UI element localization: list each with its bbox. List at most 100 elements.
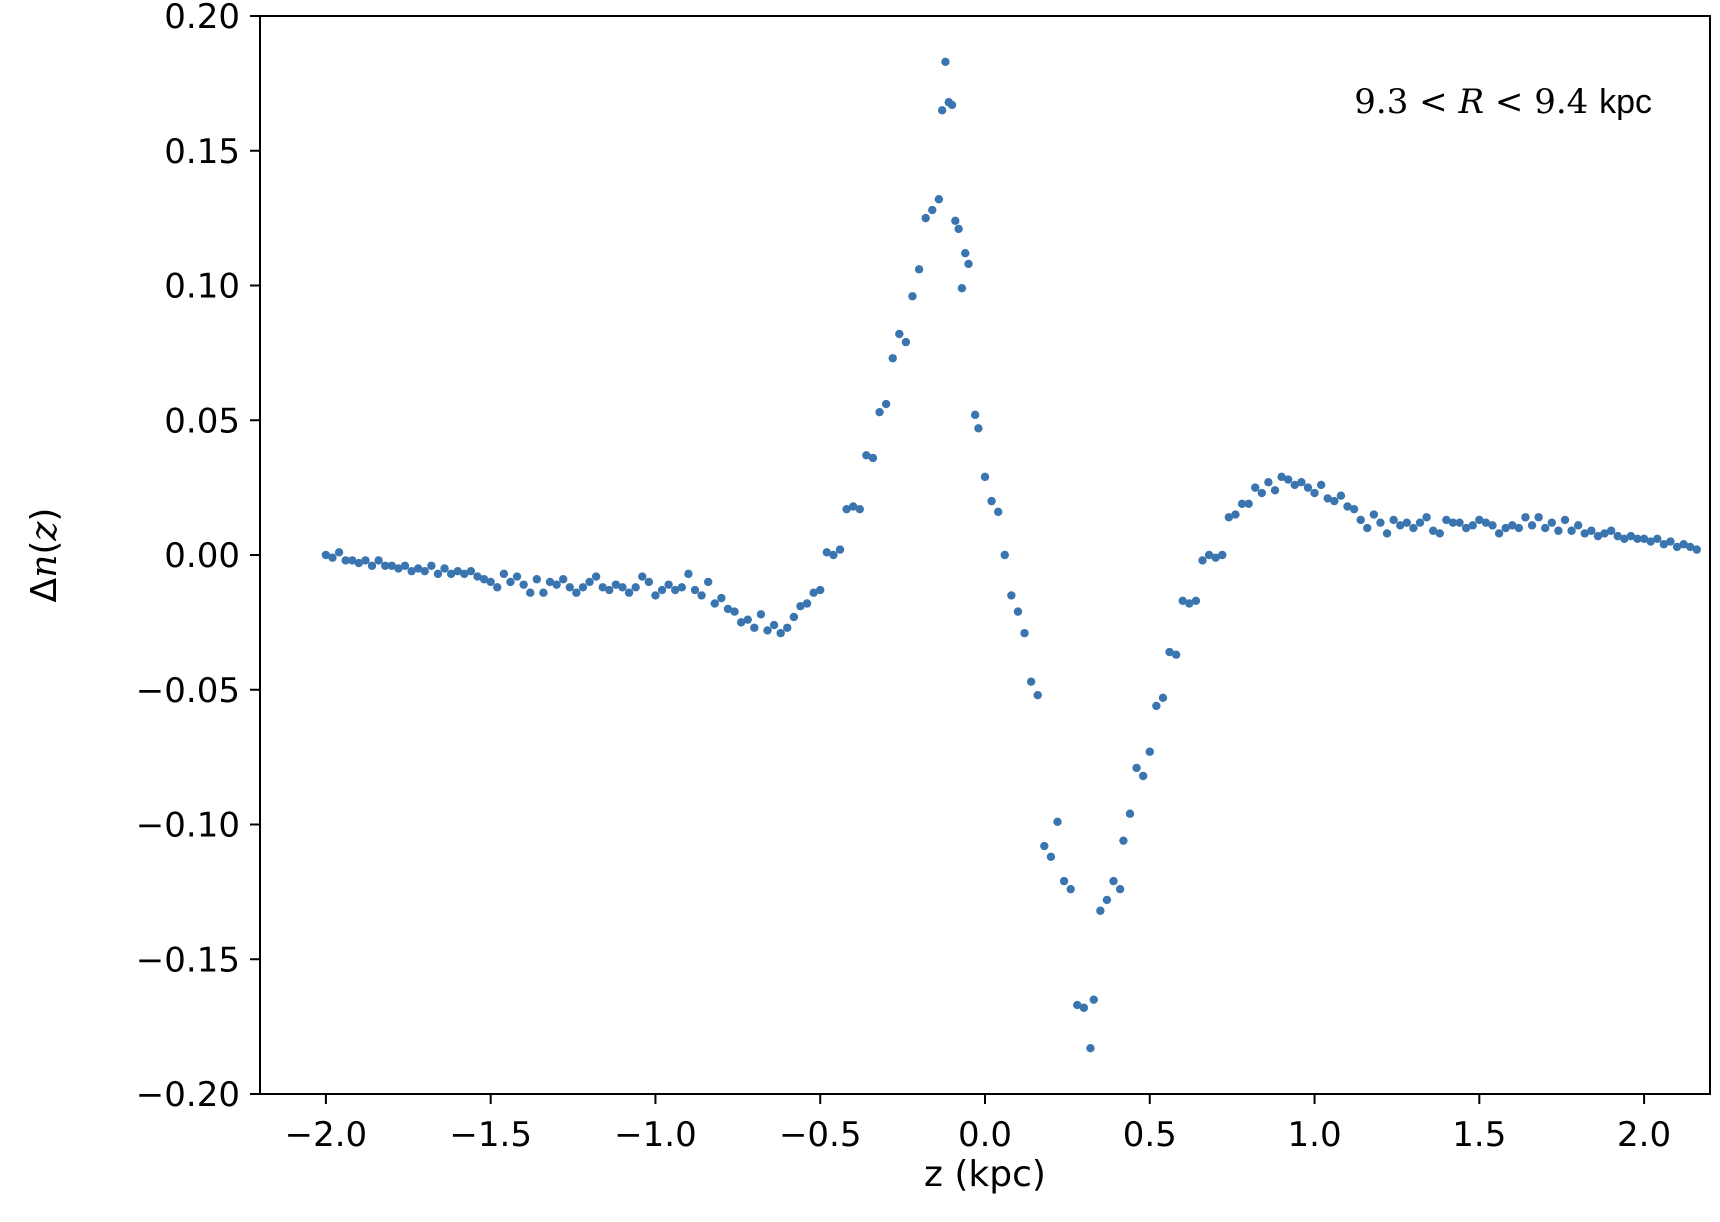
data-point [1132,763,1141,773]
data-point [1185,599,1194,608]
data-point [1270,486,1280,495]
y-axis-label-open: ( [24,541,65,555]
data-point [1541,523,1550,533]
data-point [1620,534,1629,544]
data-point [506,577,515,587]
y-axis-label-z: z [24,521,65,542]
data-point [387,561,397,570]
data-point [908,292,917,301]
data-point [367,561,377,570]
data-point [671,585,680,595]
data-point [1514,523,1524,533]
data-point [578,583,588,592]
annotation-lt2: < [1495,82,1524,122]
data-point [1521,513,1530,522]
data-point [934,195,944,204]
data-point [400,561,410,570]
data-point [1115,884,1125,894]
data-point [1494,529,1504,538]
data-point [1600,529,1609,538]
data-point [921,213,930,223]
data-point [1679,540,1688,549]
data-point [1428,526,1438,535]
data-point [993,507,1003,517]
y-axis-label-n: n [24,555,65,578]
data-point [1026,677,1036,686]
data-point [1171,650,1181,659]
data-point [1349,504,1359,514]
data-point [937,106,947,115]
data-point [1158,693,1168,703]
data-point [1382,529,1392,538]
data-point [1244,499,1253,508]
data-point [776,628,785,638]
data-point [1356,515,1365,525]
data-point [1396,521,1405,530]
data-point [539,588,548,597]
data-point [1646,537,1655,546]
data-point [957,283,967,293]
data-point [1481,518,1491,527]
data-point [1264,478,1273,487]
data-point [1508,521,1517,530]
data-point [1639,534,1649,544]
data-point [901,337,911,347]
data-point [1435,529,1444,538]
data-point [1297,478,1306,487]
data-point [591,572,601,581]
data-point [941,57,950,67]
data-point [1336,491,1346,500]
data-point [638,572,647,581]
data-point [1422,513,1431,522]
data-point [420,566,429,576]
data-point [1138,771,1148,781]
data-point [519,580,528,589]
y-tick-label: 0.05 [164,401,240,441]
data-point [914,265,924,274]
data-point [1145,747,1154,756]
data-point [970,410,980,420]
data-point [1554,526,1563,535]
data-point [895,329,904,339]
data-point [736,618,746,627]
data-point [1567,526,1576,535]
data-point [1455,518,1464,527]
data-point [361,556,370,565]
y-tick-label: −0.20 [136,1075,240,1115]
data-point [1066,884,1075,894]
data-point [1686,542,1695,552]
data-point [453,566,462,576]
data-point [1501,523,1510,533]
data-point [1283,475,1293,484]
data-point [657,585,667,595]
data-point [598,583,607,592]
data-point [1000,550,1009,560]
data-point [1119,836,1128,845]
data-point [1475,515,1484,525]
data-point [822,548,832,557]
data-point [951,216,960,226]
annotation-high: 9.4 [1534,82,1588,122]
radius-range-annotation: 9.3 < R < 9.4 kpc [1354,82,1652,122]
data-point [1389,515,1398,525]
annotation-var: R [1457,82,1484,122]
data-point [796,602,805,611]
data-point [717,593,726,603]
data-point [512,572,522,581]
data-point [1369,510,1379,519]
data-point [499,569,509,579]
data-point [1547,518,1557,527]
data-point [1204,550,1214,560]
data-point [526,588,535,597]
data-point [486,577,495,587]
x-tick-label: 0.0 [958,1115,1012,1155]
data-point [703,577,713,587]
data-point [763,626,772,635]
data-point [1653,534,1662,544]
data-point [1587,526,1596,535]
data-point [1488,521,1497,530]
data-point [868,453,878,463]
data-point [1096,906,1105,915]
data-point [1593,531,1603,541]
data-point [1659,540,1669,549]
